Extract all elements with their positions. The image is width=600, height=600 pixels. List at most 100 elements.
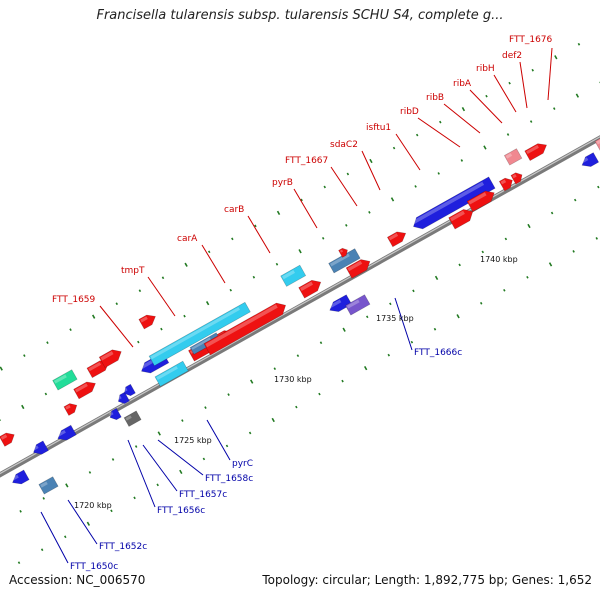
gene-def2-shine — [500, 179, 507, 185]
gene-def2-shape — [498, 177, 513, 192]
gene-ftt-1658c-shape — [123, 383, 136, 397]
gene-ftt-1652c[interactable] — [31, 440, 49, 457]
gene-label-pyrc[interactable]: pyrC — [232, 459, 253, 469]
gene-def2[interactable] — [498, 175, 515, 192]
gene-pyrb[interactable] — [280, 264, 307, 287]
gene-ftt-1676[interactable] — [510, 170, 525, 185]
gene-label-riba[interactable]: ribA — [453, 79, 472, 89]
gene-label-ribd[interactable]: ribD — [400, 107, 419, 117]
gene-ftt-1666c-shine — [328, 299, 342, 309]
gene-ribb-blue[interactable] — [410, 176, 496, 232]
gene-ftt-1658c-shine — [123, 387, 128, 393]
gene-label-ribb[interactable]: ribB — [426, 93, 444, 103]
scale-tick — [65, 483, 69, 488]
gene-ftt-1654c[interactable] — [55, 424, 77, 443]
gene-label-sdac2[interactable]: sdaC2 — [330, 140, 358, 150]
gene-label-def2[interactable]: def2 — [502, 51, 522, 61]
gene-isftu1-shine — [339, 249, 344, 253]
gene-label-ftt-1676[interactable]: FTT_1676 — [509, 35, 553, 45]
gene-label-ftt-1657c[interactable]: FTT_1657c — [179, 490, 227, 500]
gene-riba-shape — [448, 209, 474, 230]
gene-isftu1[interactable] — [338, 246, 350, 258]
scale-tick — [456, 314, 460, 319]
gene-ribb-blue-shape — [413, 176, 496, 230]
scale-tick — [40, 548, 44, 552]
gene-ftt-1656c[interactable] — [108, 407, 122, 422]
gene-ftt-1653[interactable] — [0, 430, 17, 447]
gene-sdac2[interactable] — [345, 256, 373, 279]
gene-label-cara[interactable]: carA — [177, 234, 198, 244]
scale-tick — [368, 211, 371, 214]
gene-ftt-1651c[interactable] — [38, 476, 59, 495]
gene-ftt-1666c-purple-shape — [345, 294, 371, 316]
scale-tick — [323, 185, 326, 189]
gene-label-ftt-1667[interactable]: FTT_1667 — [285, 156, 328, 166]
scale-tick — [298, 249, 302, 254]
gene-other-teal[interactable] — [52, 369, 78, 391]
gene-ftt-1656-shape — [73, 381, 96, 400]
gene-ribd-shine — [388, 233, 399, 241]
label-leader-line — [519, 61, 528, 109]
scale-tick — [275, 262, 279, 266]
scale-tick — [572, 250, 575, 253]
gene-ftt-1658c[interactable] — [122, 383, 136, 398]
scale-tick — [204, 406, 207, 409]
scale-tick — [23, 354, 26, 357]
gene-tmpt[interactable] — [138, 312, 158, 330]
label-leader-line — [127, 439, 156, 508]
gene-ftt-1659-shape — [98, 349, 122, 369]
scale-tick — [207, 250, 211, 254]
gene-label-ftt-1659[interactable]: FTT_1659 — [52, 295, 96, 305]
scale-label-1740: 1740 kbp — [480, 255, 518, 264]
gene-tmpt-shape — [138, 314, 156, 330]
scale-tick — [434, 275, 439, 281]
scale-tick — [111, 458, 115, 461]
genome-backbone — [0, 135, 600, 478]
gene-ftt-1650c-shape — [12, 469, 30, 485]
gene-label-pyrb[interactable]: pyrB — [272, 178, 293, 188]
scale-tick — [110, 509, 113, 513]
gene-ftt-1657c[interactable] — [116, 391, 130, 406]
label-leader-line — [493, 74, 517, 113]
gene-label-ftt-1666c[interactable]: FTT_1666c — [414, 348, 462, 358]
gene-label-ftt-1656c[interactable]: FTT_1656c — [157, 506, 205, 516]
gene-label-ftt-1658c[interactable]: FTT_1658c — [205, 474, 253, 484]
gene-ftt-1667[interactable] — [298, 277, 324, 299]
gene-label-ribh[interactable]: ribH — [476, 64, 495, 74]
gene-riba[interactable] — [448, 206, 476, 230]
gene-ribd[interactable] — [386, 228, 408, 248]
gene-ribd-shape — [386, 231, 407, 248]
scale-tick — [437, 172, 440, 175]
gene-ribh[interactable] — [466, 188, 497, 213]
gene-label-tmpt[interactable]: tmpT — [121, 266, 145, 276]
gene-label-ftt-1650c[interactable]: FTT_1650c — [70, 562, 118, 572]
scale-tick — [414, 185, 417, 188]
gene-sdac2-shape — [345, 259, 371, 279]
gene-ftt-1659[interactable] — [98, 346, 124, 369]
gene-ftt-1656[interactable] — [73, 379, 99, 400]
gene-ftt-1650c[interactable] — [10, 469, 30, 487]
scale-tick — [271, 417, 275, 423]
gene-ftt-1666c-purple[interactable] — [345, 294, 371, 316]
scale-tick — [134, 445, 138, 448]
gene-cara-rna[interactable] — [148, 301, 251, 367]
gene-carb-shine — [205, 304, 278, 348]
gene-label-carb[interactable]: carB — [224, 205, 244, 215]
scale-tick — [527, 223, 531, 229]
scale-tick — [86, 521, 91, 526]
gene-carb[interactable] — [203, 300, 289, 356]
gene-ftt-1655-shape — [63, 403, 78, 416]
gene-pyrc-rna[interactable] — [154, 360, 189, 387]
gene-label-isftu1[interactable]: isftu1 — [366, 123, 391, 133]
gene-ftt-1656c-gray[interactable] — [123, 410, 142, 427]
scale-tick — [69, 328, 72, 332]
gene-label-ftt-1652c[interactable]: FTT_1652c — [99, 542, 147, 552]
scale-tick — [250, 379, 254, 384]
gene-ftt-1655[interactable] — [63, 401, 79, 416]
gene-ftt-1656-shine — [74, 383, 88, 393]
gene-ftt-1678c[interactable] — [579, 152, 600, 170]
gene-ftt-1676-pink[interactable] — [503, 148, 523, 166]
scale-ticks — [0, 42, 600, 565]
scale-tick — [321, 236, 325, 240]
gene-ftt-1677[interactable] — [524, 140, 550, 161]
